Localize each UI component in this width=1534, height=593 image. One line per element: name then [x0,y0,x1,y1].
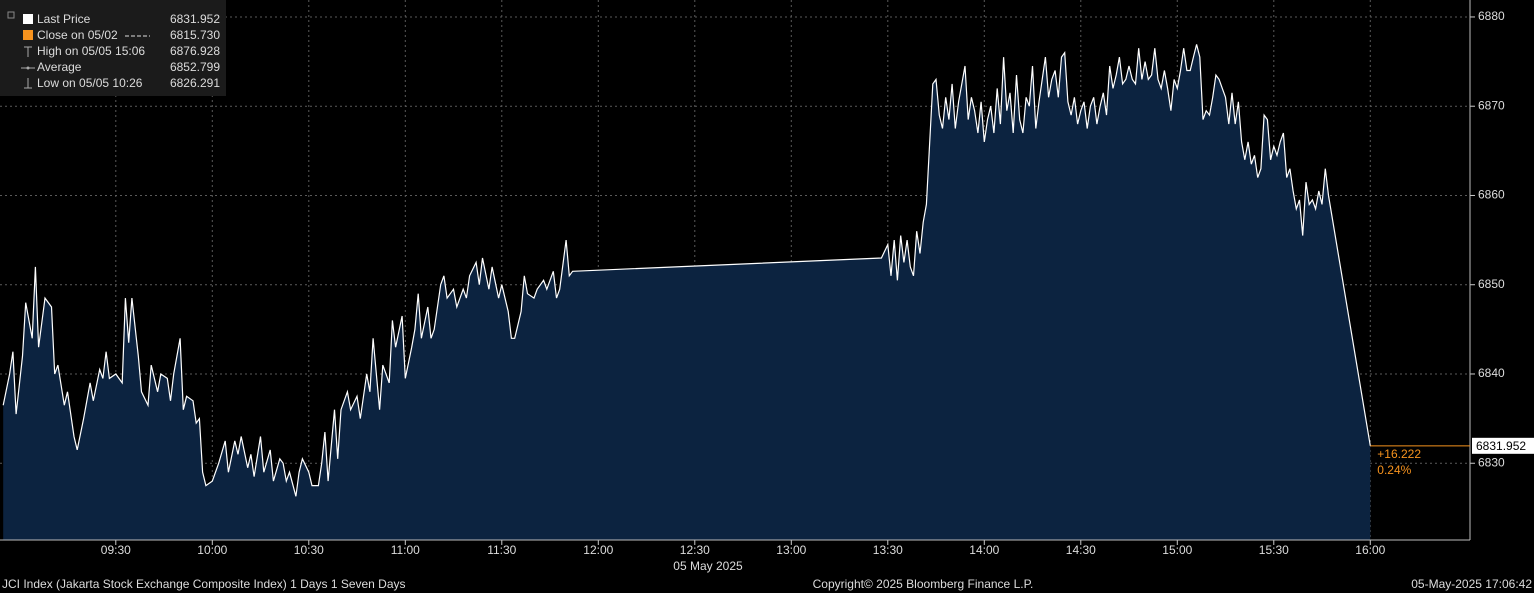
legend-label: Last Price [37,12,91,26]
x-tick-label: 13:00 [776,543,806,557]
legend-value: 6852.799 [170,60,220,74]
legend-label: Low on 05/05 10:26 [37,76,143,90]
legend-icon [23,14,33,24]
plot-area [0,0,1470,541]
x-tick-label: 14:30 [1066,543,1096,557]
legend-value: 6826.291 [170,76,220,90]
y-tick-label: 6850 [1478,277,1505,291]
x-tick-label: 09:30 [101,543,131,557]
line [2,44,1371,497]
last-price-tag [1472,437,1534,454]
legend-toggle[interactable] [7,11,15,19]
legend-icon [24,46,32,57]
x-tick-label: 13:30 [873,543,903,557]
legend-icon [23,30,33,40]
last-price-label: 6831.952 [1476,439,1526,453]
legend-value: 6815.730 [170,28,220,42]
change-pct-label: 0.24% [1377,463,1411,477]
footer-left: JCI Index (Jakarta Stock Exchange Compos… [2,577,406,591]
x-tick-label: 11:00 [391,543,420,557]
legend-label: High on 05/05 15:06 [37,44,145,58]
x-tick-label: 12:30 [680,543,710,557]
x-tick-label: 14:00 [969,543,999,557]
x-tick-label: 12:00 [583,543,613,557]
x-axis-label: 05 May 2025 [673,559,743,573]
y-tick-label: 6830 [1478,455,1505,469]
footer-right: 05-May-2025 17:06:42 [1411,577,1532,591]
x-tick-label: 15:00 [1162,543,1192,557]
x-tick-label: 10:30 [294,543,324,557]
legend-value: 6831.952 [170,12,220,26]
legend-icon [26,66,30,70]
area [3,44,1371,541]
legend-value: 6876.928 [170,44,220,58]
y-tick-label: 6840 [1478,366,1505,380]
x-tick-label: 11:30 [487,543,516,557]
legend-icon [24,78,32,89]
x-tick-label: 10:00 [197,543,227,557]
y-tick-label: 6860 [1478,188,1505,202]
x-tick-label: 15:30 [1259,543,1289,557]
legend-box [0,0,226,96]
x-tick-label: 16:00 [1355,543,1385,557]
legend-label: Average [37,60,82,74]
footer-center: Copyright© 2025 Bloomberg Finance L.P. [813,577,1034,591]
legend-label: Close on 05/02 [37,28,118,42]
y-tick-label: 6880 [1478,9,1505,23]
y-tick-label: 6870 [1478,98,1505,112]
change-label: +16.222 [1377,447,1421,461]
